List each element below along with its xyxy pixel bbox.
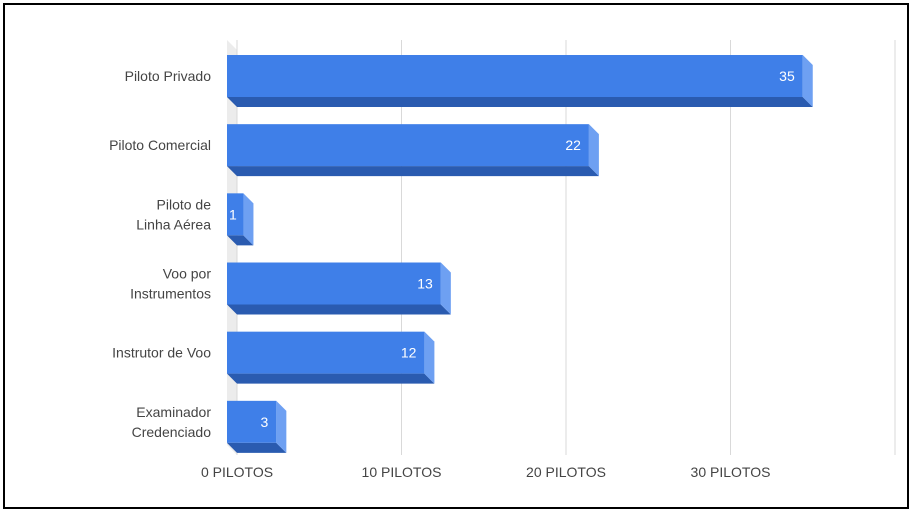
bar-examinador-credenciado: 3 xyxy=(227,400,287,453)
category-label: Piloto de Linha Aérea xyxy=(136,196,211,232)
bar-side-face xyxy=(243,193,254,246)
x-tick-labels: 0 PILOTOS 10 PILOTOS 20 PILOTOS 30 PILOTOS xyxy=(201,464,771,480)
data-label: 3 xyxy=(261,414,269,430)
bar-front xyxy=(227,262,441,305)
bar-front xyxy=(227,331,425,374)
x-tick-label: 10 PILOTOS xyxy=(362,464,442,480)
data-label: 13 xyxy=(417,276,433,292)
category-label: Piloto Comercial xyxy=(109,137,211,153)
bar-piloto-de-linha-aerea: 1 xyxy=(227,193,254,246)
bar-bottom-face xyxy=(227,97,813,107)
bar-bottom-face xyxy=(227,304,451,315)
bar-bottom-face xyxy=(227,442,287,453)
category-label: Piloto Privado xyxy=(125,68,212,84)
bar-piloto-comercial: 22 xyxy=(227,124,599,177)
bar-front xyxy=(227,124,589,167)
bars-layer: 35 22 1 13 12 3 xyxy=(227,55,813,453)
bar-bottom-face xyxy=(227,235,254,246)
x-tick-label: 20 PILOTOS xyxy=(526,464,606,480)
bar-voo-por-instrumentos: 13 xyxy=(227,262,451,315)
data-label: 35 xyxy=(779,68,795,84)
bar-side-face xyxy=(588,124,599,177)
bar-front xyxy=(227,55,803,97)
bar-instrutor-de-voo: 12 xyxy=(227,331,435,384)
bar-front xyxy=(227,400,277,443)
category-label: Instrutor de Voo xyxy=(112,345,211,361)
bar-side-face xyxy=(424,331,435,384)
category-label: Examinador Credenciado xyxy=(132,404,212,440)
bar-bottom-face xyxy=(227,166,599,177)
data-label: 12 xyxy=(401,345,417,361)
data-label: 22 xyxy=(565,137,581,153)
x-tick-label: 30 PILOTOS xyxy=(691,464,771,480)
chart-frame: 35 22 1 13 12 3 Piloto Privado Piloto Comercia… xyxy=(3,3,909,509)
category-label: Voo por Instrumentos xyxy=(130,266,211,302)
x-tick-label: 0 PILOTOS xyxy=(201,464,273,480)
bar-piloto-privado: 35 xyxy=(227,55,813,107)
bar-side-face xyxy=(276,400,287,453)
category-labels: Piloto Privado Piloto Comercial Piloto de L… xyxy=(109,68,211,440)
bar-front xyxy=(227,193,244,236)
bar-bottom-face xyxy=(227,373,435,384)
bar-side-face xyxy=(440,262,451,315)
data-label: 1 xyxy=(229,206,237,222)
bar-chart: 35 22 1 13 12 3 Piloto Privado Piloto Comercia… xyxy=(109,40,896,480)
bar-side-face xyxy=(802,55,813,107)
